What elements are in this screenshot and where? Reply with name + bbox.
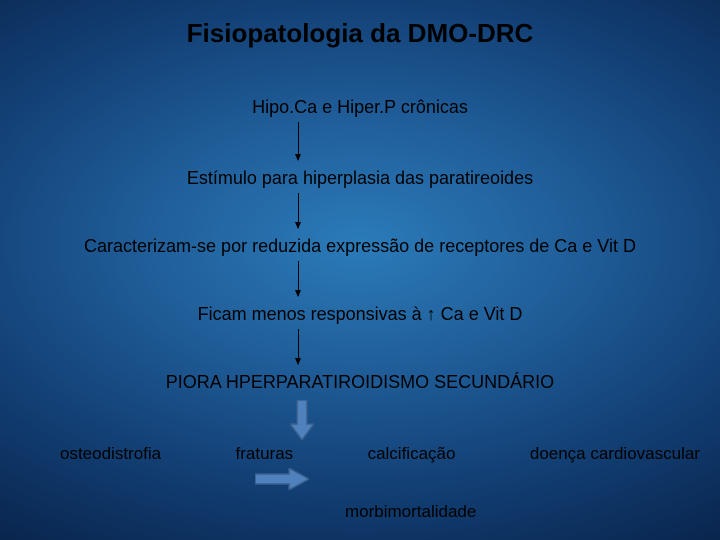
- outcome-1: osteodistrofia: [60, 444, 161, 464]
- outcome-2: fraturas: [236, 444, 294, 464]
- step-3: Caracterizam-se por reduzida expressão d…: [0, 236, 720, 257]
- thick-arrow-down-1: [290, 400, 314, 440]
- step-1: Hipo.Ca e Hiper.P crônicas: [0, 97, 720, 118]
- arrow-4: [298, 329, 299, 364]
- outcomes-row: osteodistrofia fraturas calcificação doe…: [60, 444, 700, 464]
- outcome-final: morbimortalidade: [345, 502, 476, 522]
- outcome-3: calcificação: [368, 444, 456, 464]
- arrow-2: [298, 193, 299, 228]
- slide: Fisiopatologia da DMO-DRC Hipo.Ca e Hipe…: [0, 0, 720, 540]
- slide-title: Fisiopatologia da DMO-DRC: [0, 18, 720, 49]
- step-5: PIORA HPERPARATIROIDISMO SECUNDÁRIO: [0, 372, 720, 393]
- thick-arrow-right: [255, 468, 309, 490]
- arrow-3: [298, 261, 299, 296]
- step-4: Ficam menos responsivas à ↑ Ca e Vit D: [0, 304, 720, 325]
- step-2: Estímulo para hiperplasia das paratireoi…: [0, 168, 720, 189]
- arrow-1: [298, 122, 299, 160]
- outcome-4: doença cardiovascular: [530, 444, 700, 464]
